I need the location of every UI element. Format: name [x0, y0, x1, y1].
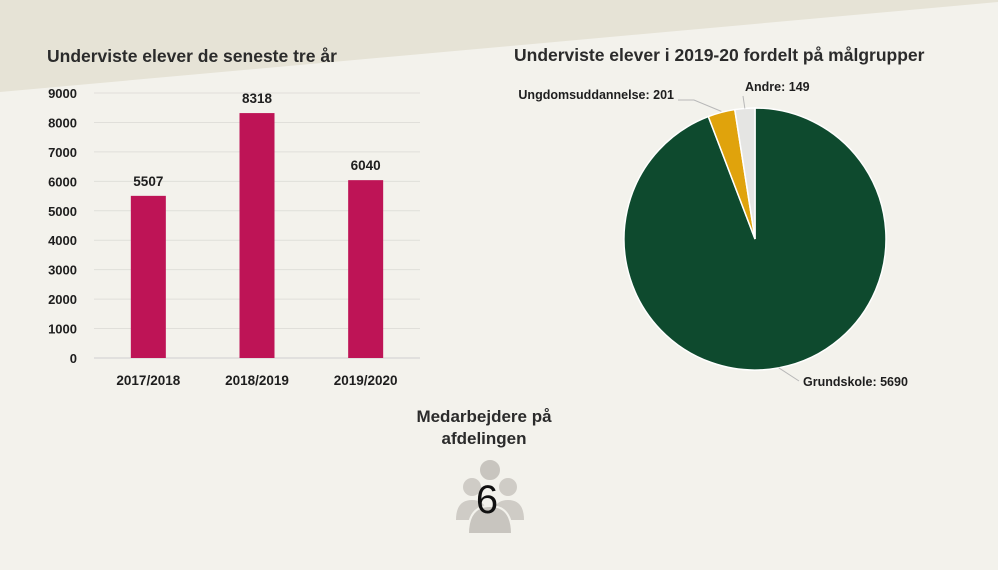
bar-data-label: 5507: [133, 174, 163, 189]
bar-chart-title: Underviste elever de seneste tre år: [47, 46, 337, 66]
bar-data-label: 6040: [351, 158, 381, 173]
x-tick-label: 2019/2020: [334, 373, 398, 388]
y-tick-label: 9000: [48, 86, 77, 101]
pie-chart-title: Underviste elever i 2019-20 fordelt på m…: [514, 45, 925, 65]
pie-slice-label: Andre: 149: [745, 80, 810, 94]
y-tick-label: 4000: [48, 233, 77, 248]
y-tick-label: 1000: [48, 322, 77, 337]
people-group-icon: [456, 458, 524, 535]
leader-line: [778, 367, 800, 382]
y-tick-label: 7000: [48, 145, 77, 160]
y-tick-label: 3000: [48, 263, 77, 278]
y-tick-label: 5000: [48, 204, 77, 219]
bar: [348, 180, 384, 358]
x-tick-label: 2018/2019: [225, 373, 289, 388]
staff-title: Medarbejdere på afdelingen: [416, 407, 552, 448]
bar: [130, 195, 166, 358]
pie-slice-label: Ungdomsuddannelse: 201: [518, 88, 674, 102]
leader-line: [678, 99, 722, 112]
y-tick-label: 8000: [48, 115, 77, 130]
bar: [239, 113, 275, 358]
x-tick-label: 2017/2018: [116, 373, 180, 388]
leader-line: [742, 95, 746, 109]
y-tick-label: 2000: [48, 292, 77, 307]
pie-slice-label: Grundskole: 5690: [803, 375, 908, 389]
staff-count: 6: [475, 478, 499, 522]
y-tick-label: 0: [70, 351, 77, 366]
y-tick-label: 6000: [48, 174, 77, 189]
bar-data-label: 8318: [242, 91, 273, 106]
